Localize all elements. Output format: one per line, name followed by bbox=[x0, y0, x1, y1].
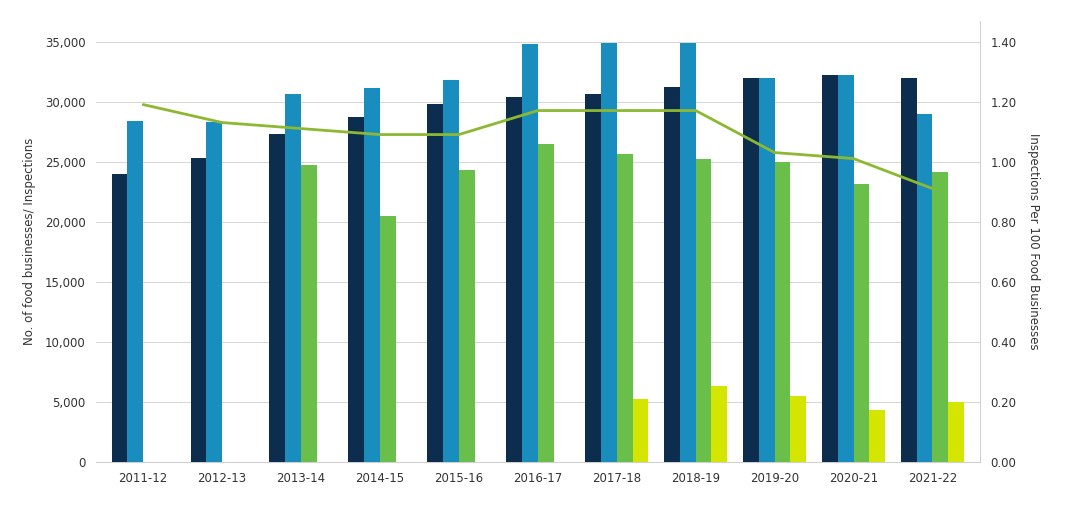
Bar bbox=[585, 94, 601, 462]
Bar bbox=[679, 43, 695, 462]
Bar bbox=[348, 117, 364, 462]
Bar bbox=[443, 80, 459, 462]
Bar bbox=[601, 43, 617, 462]
Bar bbox=[301, 165, 317, 462]
Bar bbox=[364, 88, 380, 462]
Bar bbox=[128, 121, 143, 462]
Bar bbox=[633, 399, 649, 462]
Bar bbox=[617, 154, 633, 462]
Bar bbox=[759, 77, 774, 462]
Y-axis label: Inspections Per 100 Food Businesses: Inspections Per 100 Food Businesses bbox=[1028, 133, 1041, 349]
Y-axis label: No. of food businesses/ Inspections: No. of food businesses/ Inspections bbox=[23, 137, 36, 345]
Bar bbox=[665, 87, 679, 462]
Bar bbox=[380, 215, 396, 462]
Bar bbox=[948, 402, 964, 462]
Bar bbox=[695, 159, 711, 462]
Bar bbox=[522, 44, 538, 462]
Bar bbox=[285, 94, 301, 462]
Bar bbox=[711, 386, 727, 462]
Bar bbox=[869, 410, 885, 462]
Bar bbox=[838, 75, 853, 462]
Bar bbox=[822, 75, 838, 462]
Bar bbox=[459, 170, 475, 462]
Bar bbox=[774, 162, 790, 462]
Bar bbox=[743, 77, 759, 462]
Bar bbox=[269, 134, 285, 462]
Bar bbox=[506, 97, 522, 462]
Bar bbox=[427, 104, 443, 462]
Bar bbox=[901, 77, 917, 462]
Bar bbox=[853, 184, 869, 462]
Bar bbox=[207, 122, 223, 462]
Bar bbox=[191, 158, 207, 462]
Bar bbox=[917, 113, 933, 462]
Bar bbox=[112, 173, 128, 462]
Bar bbox=[790, 396, 806, 462]
Bar bbox=[538, 144, 554, 462]
Bar bbox=[933, 172, 948, 462]
